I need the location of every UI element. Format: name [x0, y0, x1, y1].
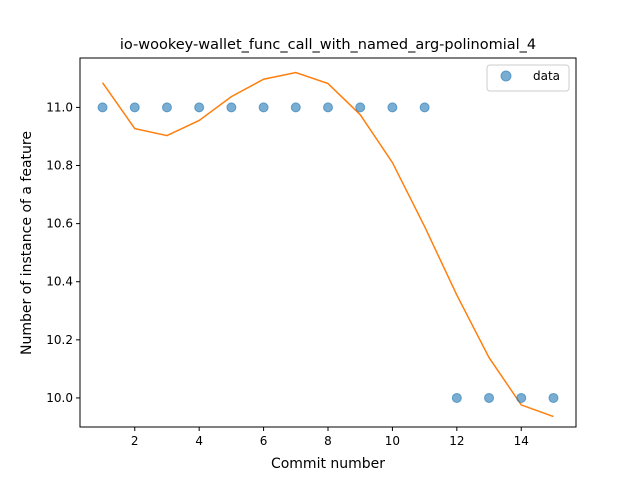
y-axis-ticks: 10.0 10.2 10.4 10.6 10.8 11.0 [46, 100, 80, 405]
chart-title: io-wookey-wallet_func_call_with_named_ar… [120, 37, 536, 53]
data-point [161, 102, 172, 113]
x-tick-label: 14 [514, 434, 529, 448]
data-point [97, 102, 108, 113]
data-point [258, 102, 269, 113]
legend-entry-data: data [533, 69, 560, 83]
y-tick-label: 10.4 [46, 275, 73, 289]
y-tick-label: 11.0 [46, 100, 73, 114]
y-tick-label: 10.0 [46, 391, 73, 405]
x-tick-label: 6 [260, 434, 268, 448]
data-point [516, 392, 527, 403]
data-point [129, 102, 140, 113]
x-tick-label: 8 [324, 434, 332, 448]
data-point [451, 392, 462, 403]
x-tick-label: 12 [449, 434, 464, 448]
x-axis-ticks: 2 4 6 8 10 12 14 [131, 427, 529, 448]
fit-line-series [101, 71, 554, 418]
data-point [548, 392, 559, 403]
y-tick-label: 10.6 [46, 217, 73, 231]
data-point [194, 102, 205, 113]
data-point [419, 102, 430, 113]
data-point [290, 102, 301, 113]
x-tick-label: 4 [195, 434, 203, 448]
data-point [355, 102, 366, 113]
y-tick-label: 10.2 [46, 333, 73, 347]
x-tick-label: 2 [131, 434, 139, 448]
y-axis-label: Number of instance of a feature [19, 131, 35, 355]
y-tick-label: 10.8 [46, 159, 73, 173]
axes-frame [79, 57, 577, 428]
data-point [226, 102, 237, 113]
data-point [387, 102, 398, 113]
data-point [323, 102, 333, 113]
fit-line [101, 71, 554, 418]
x-tick-label: 10 [385, 434, 400, 448]
x-axis-label: Commit number [271, 456, 385, 472]
data-point [484, 392, 495, 403]
legend-marker [500, 70, 512, 82]
legend: data [486, 64, 570, 92]
data-points-series [97, 102, 559, 403]
